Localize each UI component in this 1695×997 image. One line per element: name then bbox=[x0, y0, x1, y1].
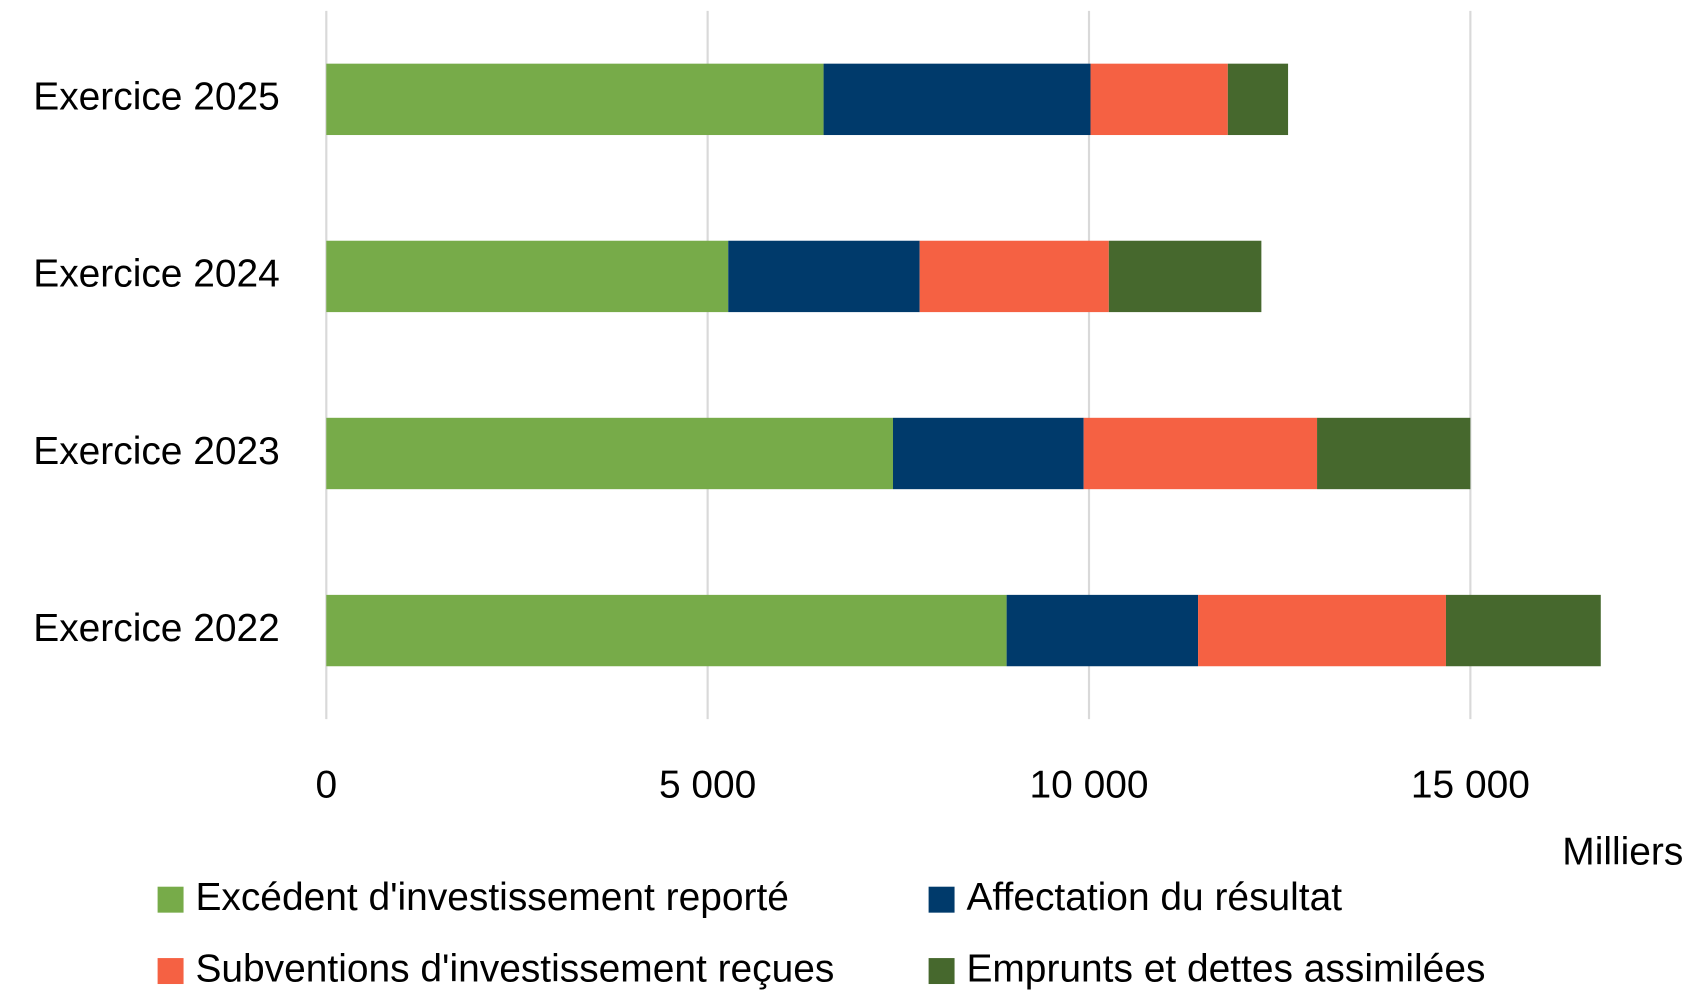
bar-segment bbox=[1227, 63, 1289, 136]
y-tick-label: Exercice 2025 bbox=[33, 76, 280, 119]
legend-label: Excédent d'investissement reporté bbox=[195, 876, 789, 919]
legend-label: Subventions d'investissement reçues bbox=[195, 947, 834, 990]
x-tick-label: 5 000 bbox=[659, 764, 756, 807]
bar-segment bbox=[1006, 594, 1199, 667]
bar-segment bbox=[1108, 240, 1262, 313]
bar-segment bbox=[892, 417, 1084, 490]
legend-label: Emprunts et dettes assimilées bbox=[966, 947, 1485, 990]
bar-segment bbox=[326, 63, 824, 136]
bar-segment bbox=[823, 63, 1091, 136]
bar-segment bbox=[326, 240, 729, 313]
y-tick-label: Exercice 2022 bbox=[33, 607, 280, 650]
bar-segment bbox=[1083, 417, 1318, 490]
x-tick-label: 0 bbox=[315, 764, 337, 807]
bar-segment bbox=[1090, 63, 1228, 136]
bar-segment bbox=[326, 417, 893, 490]
bar-segment bbox=[326, 594, 1007, 667]
axis-unit-label: Milliers bbox=[1562, 831, 1683, 874]
legend-swatch bbox=[928, 958, 955, 985]
bar-segment bbox=[728, 240, 920, 313]
legend-label: Affectation du résultat bbox=[966, 876, 1342, 919]
bar-segment bbox=[1445, 594, 1601, 667]
x-tick-label: 15 000 bbox=[1411, 764, 1530, 807]
bar-segment bbox=[919, 240, 1109, 313]
y-tick-label: Exercice 2023 bbox=[33, 430, 280, 473]
legend-swatch bbox=[928, 886, 955, 913]
bar-segment bbox=[1198, 594, 1446, 667]
y-tick-label: Exercice 2024 bbox=[33, 253, 280, 296]
x-tick-label: 10 000 bbox=[1030, 764, 1149, 807]
legend-swatch bbox=[157, 886, 184, 913]
legend-swatch bbox=[157, 958, 184, 985]
bar-segment bbox=[1317, 417, 1471, 490]
